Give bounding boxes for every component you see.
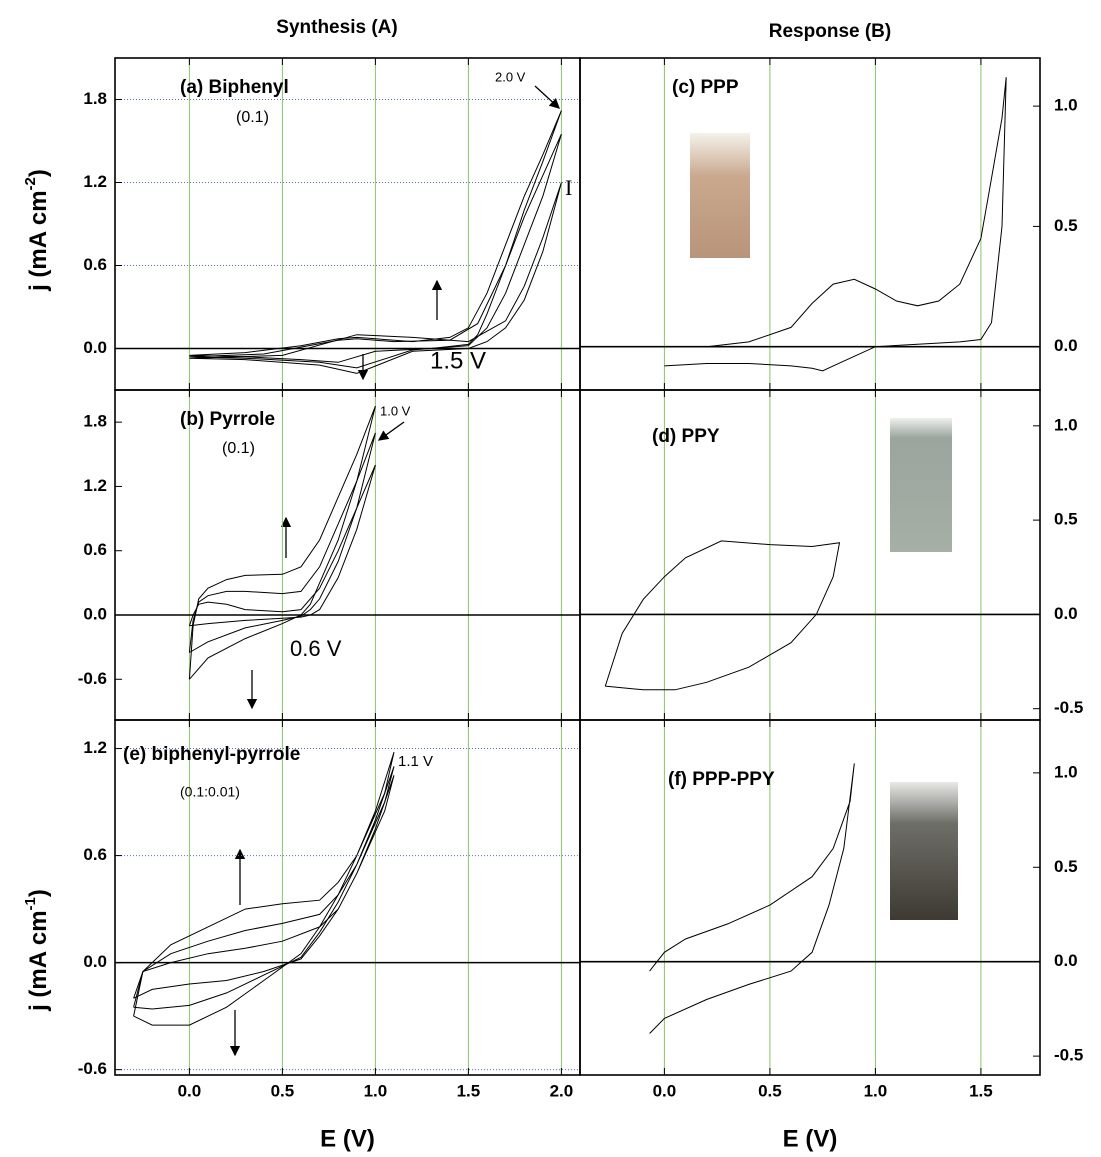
y-tick-label: 1.2 bbox=[83, 172, 107, 191]
y-tick-label: 1.0 bbox=[1054, 96, 1078, 115]
cv-curve bbox=[189, 110, 562, 363]
plot-frame bbox=[579, 719, 1041, 1076]
x-tick-label: 1.5 bbox=[969, 1081, 993, 1100]
y-tick-label: 0.6 bbox=[83, 845, 107, 864]
y-axis-label-part: ) bbox=[25, 169, 52, 177]
annotation: 1.0 V bbox=[380, 403, 411, 418]
y-axis-label: j (mA cm-1) bbox=[22, 889, 52, 1012]
cv-curve bbox=[188, 405, 376, 680]
y-tick-label: 0.6 bbox=[83, 540, 107, 559]
y-tick-label: 1.8 bbox=[83, 412, 107, 431]
y-tick-label: 1.2 bbox=[83, 738, 107, 757]
x-tick-label: 0.5 bbox=[271, 1081, 295, 1100]
arrows bbox=[229, 85, 560, 1057]
cv-curve bbox=[133, 775, 395, 999]
y-axis-label-part: j (mA cm bbox=[25, 190, 52, 291]
annotation: 1.5 V bbox=[430, 347, 486, 374]
panel-title: (f) PPP-PPY bbox=[668, 769, 775, 790]
annotation: (0.1) bbox=[222, 440, 255, 457]
panel-title: (e) biphenyl-pyrrole bbox=[123, 744, 300, 765]
y-tick-label: 0.0 bbox=[83, 952, 107, 971]
y-tick-label: -0.6 bbox=[78, 1059, 107, 1078]
x-tick-label: 1.0 bbox=[864, 1081, 888, 1100]
y-tick-label: 0.0 bbox=[1054, 951, 1078, 970]
x-axis-label: E (V) bbox=[320, 1125, 375, 1152]
y-tick-label: -0.6 bbox=[78, 669, 107, 688]
panel-title: (b) Pyrrole bbox=[180, 409, 275, 430]
cv-curve bbox=[188, 432, 376, 653]
y-axis-label-part: ) bbox=[25, 889, 52, 897]
cv-curve bbox=[189, 133, 562, 369]
sample-photo bbox=[690, 133, 750, 258]
plot-frame bbox=[114, 57, 581, 391]
cv-curve bbox=[604, 540, 841, 691]
y-tick-label: -0.5 bbox=[1054, 698, 1083, 717]
y-tick-label: 1.0 bbox=[1054, 762, 1078, 781]
arrow bbox=[534, 85, 560, 109]
cv-curve bbox=[188, 464, 376, 627]
plot-frame bbox=[114, 719, 581, 1076]
y-axis-label: j (mA cm-2) bbox=[22, 169, 52, 292]
panel-title: (c) PPP bbox=[672, 77, 739, 98]
annotation: I bbox=[565, 175, 572, 200]
sample-photo bbox=[890, 782, 958, 920]
x-tick-label: 2.0 bbox=[550, 1081, 574, 1100]
x-tick-label: 0.0 bbox=[178, 1081, 202, 1100]
cv-curve bbox=[189, 182, 562, 374]
y-tick-label: 0.0 bbox=[1054, 336, 1078, 355]
cv-curve bbox=[133, 766, 395, 1010]
panel-title: (d) PPY bbox=[652, 426, 720, 447]
annotation: 2.0 V bbox=[495, 69, 526, 84]
x-tick-label: 1.0 bbox=[364, 1081, 388, 1100]
column-title: Synthesis (A) bbox=[276, 17, 397, 38]
sample-photo bbox=[890, 418, 952, 552]
column-title: Response (B) bbox=[769, 21, 891, 42]
plot-frame bbox=[579, 389, 1041, 721]
y-tick-label: 1.0 bbox=[1054, 415, 1078, 434]
y-tick-label: 0.5 bbox=[1054, 857, 1078, 876]
y-tick-label: 0.0 bbox=[1054, 604, 1078, 623]
x-tick-label: 0.0 bbox=[653, 1081, 677, 1100]
y-axis-label-sup: -1 bbox=[22, 897, 39, 910]
y-tick-label: -0.5 bbox=[1054, 1046, 1083, 1065]
y-tick-label: 1.8 bbox=[83, 89, 107, 108]
annotation: (0.1) bbox=[236, 109, 269, 126]
y-axis-label-sup: -2 bbox=[22, 177, 39, 190]
y-tick-label: 0.5 bbox=[1054, 510, 1078, 529]
annotation: 0.6 V bbox=[290, 636, 342, 661]
arrow bbox=[377, 421, 405, 441]
y-tick-label: 0.0 bbox=[83, 604, 107, 623]
y-tick-label: 0.5 bbox=[1054, 216, 1078, 235]
y-tick-label: 0.0 bbox=[83, 338, 107, 357]
x-tick-label: 0.5 bbox=[758, 1081, 782, 1100]
annotation: 1.1 V bbox=[398, 753, 433, 770]
x-tick-label: 1.5 bbox=[457, 1081, 481, 1100]
panel-title: (a) Biphenyl bbox=[180, 77, 289, 98]
y-tick-label: 1.2 bbox=[83, 476, 107, 495]
y-axis-label-part: j (mA cm bbox=[25, 910, 52, 1011]
annotation: (0.1:0.01) bbox=[180, 784, 240, 800]
y-tick-label: 0.6 bbox=[83, 255, 107, 274]
cv-curve bbox=[664, 77, 1007, 372]
cv-curve bbox=[649, 763, 855, 1034]
plot-frame bbox=[114, 389, 581, 721]
cv-curve bbox=[133, 751, 395, 1026]
x-axis-label: E (V) bbox=[783, 1125, 838, 1152]
